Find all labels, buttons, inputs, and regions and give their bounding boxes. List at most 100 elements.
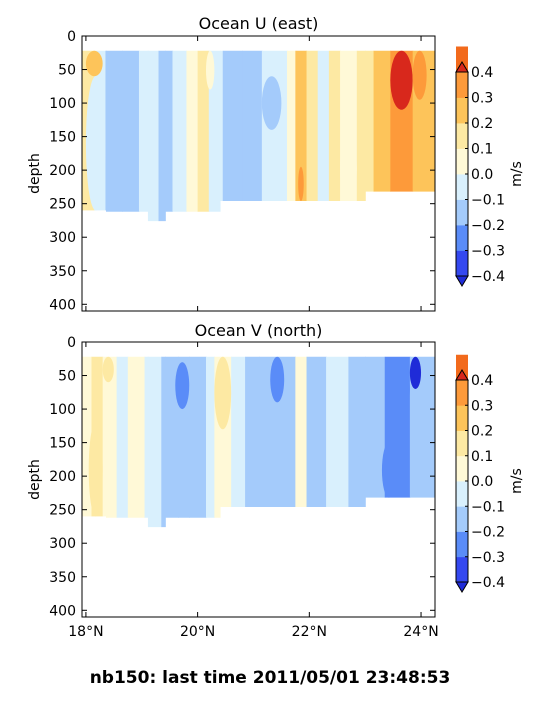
contour-blob <box>412 50 427 100</box>
contour-cell <box>326 356 350 507</box>
ocean-v-panel: Ocean V (north) 0 50 100 150 200 250 300 350 400 1… <box>27 321 525 640</box>
y-tick-label: 250 <box>49 197 76 213</box>
colorbar-tick-label: 0.2 <box>471 424 493 440</box>
plot-frame <box>81 35 436 312</box>
colorbar: −0.4 −0.3 −0.2 −0.1 0.0 0.1 0.2 0.3 0.4 m/s <box>455 46 525 287</box>
contour-cell <box>106 356 118 518</box>
colorbar-swatch <box>456 531 468 558</box>
colorbar: −0.4 −0.3 −0.2 −0.1 0.0 0.1 0.2 0.3 0.4 m/s <box>455 354 525 593</box>
colorbar-swatch <box>456 556 468 583</box>
y-tick-label: 150 <box>49 130 76 146</box>
colorbar-tick-label: −0.2 <box>471 525 505 541</box>
contour-blob <box>381 442 396 498</box>
y-tick-label: 100 <box>49 96 76 112</box>
colorbar-swatch <box>456 199 468 226</box>
colorbar-swatch <box>456 174 468 200</box>
y-tick-label: 100 <box>49 402 76 418</box>
y-tick-label: 200 <box>49 163 76 179</box>
contour-blob <box>409 356 422 389</box>
contour-cell <box>278 356 296 507</box>
colorbar-label: m/s <box>509 161 525 187</box>
plot-frame <box>81 341 436 618</box>
ocean-u-panel: Ocean U (east) 0 50 100 150 200 250 300 350 400 de… <box>27 14 525 313</box>
contour-blob <box>387 362 410 416</box>
y-tick-label: 250 <box>49 503 76 519</box>
y-tick-label: 300 <box>49 230 76 246</box>
colorbar-swatch <box>456 430 468 457</box>
colorbar-tick-label: 0.4 <box>471 65 493 81</box>
y-axis-label: depth <box>27 459 43 500</box>
contour-cell <box>165 356 179 518</box>
contour-blob <box>85 76 106 211</box>
contour-blob <box>351 456 366 508</box>
contour-cell <box>127 356 146 518</box>
contour-cell <box>306 50 319 201</box>
contour-field <box>82 356 435 528</box>
colorbar-label: m/s <box>509 468 525 494</box>
contour-cell <box>158 50 166 222</box>
contour-cell <box>106 50 123 212</box>
contour-cell <box>147 356 162 528</box>
contour-cell <box>328 50 341 201</box>
y-tick-label: 0 <box>67 335 76 351</box>
colorbar-tick-label: 0.4 <box>471 373 493 389</box>
contour-cell <box>214 356 221 518</box>
y-tick-label: 50 <box>58 369 76 385</box>
contour-cell <box>222 50 243 201</box>
colorbar-swatch <box>456 97 468 124</box>
contour-cell <box>122 50 140 212</box>
contour-cell <box>317 50 330 201</box>
contour-cell <box>178 356 190 518</box>
colorbar-tick-label: −0.4 <box>471 575 505 591</box>
contour-cell <box>147 50 160 222</box>
contour-cell <box>231 356 246 507</box>
contour-cell <box>205 356 215 518</box>
contour-cell <box>286 50 296 201</box>
y-tick-label: 400 <box>49 603 76 619</box>
colorbar-tick-label: 0.3 <box>471 398 493 414</box>
contour-cell <box>219 356 232 507</box>
colorbar-swatch <box>456 72 468 98</box>
colorbar-swatch <box>456 481 468 507</box>
contour-blob <box>88 422 103 517</box>
contour-cell <box>197 50 210 212</box>
contour-cell <box>208 50 221 212</box>
contour-cell <box>219 50 224 201</box>
chart-title: Ocean V (north) <box>195 321 323 340</box>
colorbar-tick-label: −0.1 <box>471 193 505 209</box>
colorbar-swatch <box>456 225 468 251</box>
colorbar-swatch <box>456 455 468 482</box>
contour-cell <box>356 50 366 201</box>
contour-cell <box>138 50 149 212</box>
contour-blob <box>102 356 114 383</box>
contour-cell <box>116 356 129 518</box>
contour-cell <box>161 356 166 528</box>
contour-blob <box>340 136 357 201</box>
colorbar-under-arrow <box>455 275 469 287</box>
contour-cell <box>373 50 391 192</box>
colorbar-swatch <box>456 506 468 532</box>
contour-blob <box>214 356 232 430</box>
contour-blob <box>175 362 190 410</box>
colorbar-under-arrow <box>455 581 469 593</box>
x-tick-label: 20°N <box>180 624 215 640</box>
contour-cell <box>242 50 263 201</box>
contour-cell <box>82 356 93 517</box>
y-tick-label: 200 <box>49 469 76 485</box>
x-tick-label: 18°N <box>68 624 103 640</box>
contour-cell <box>102 356 107 517</box>
colorbar-tick-label: −0.3 <box>471 550 505 566</box>
colorbar-tick-label: −0.1 <box>471 499 505 515</box>
colorbar-swatch <box>456 123 468 149</box>
x-tick-label: 24°N <box>403 624 438 640</box>
y-axis-label: depth <box>27 153 43 194</box>
colorbar-swatch <box>456 354 468 381</box>
chart-title: Ocean U (east) <box>199 14 319 33</box>
y-tick-label: 350 <box>49 570 76 586</box>
contour-field <box>82 50 435 222</box>
contour-blob <box>390 50 413 110</box>
contour-cell <box>165 50 174 212</box>
contour-cell <box>365 356 386 498</box>
colorbar-swatch <box>456 380 468 406</box>
